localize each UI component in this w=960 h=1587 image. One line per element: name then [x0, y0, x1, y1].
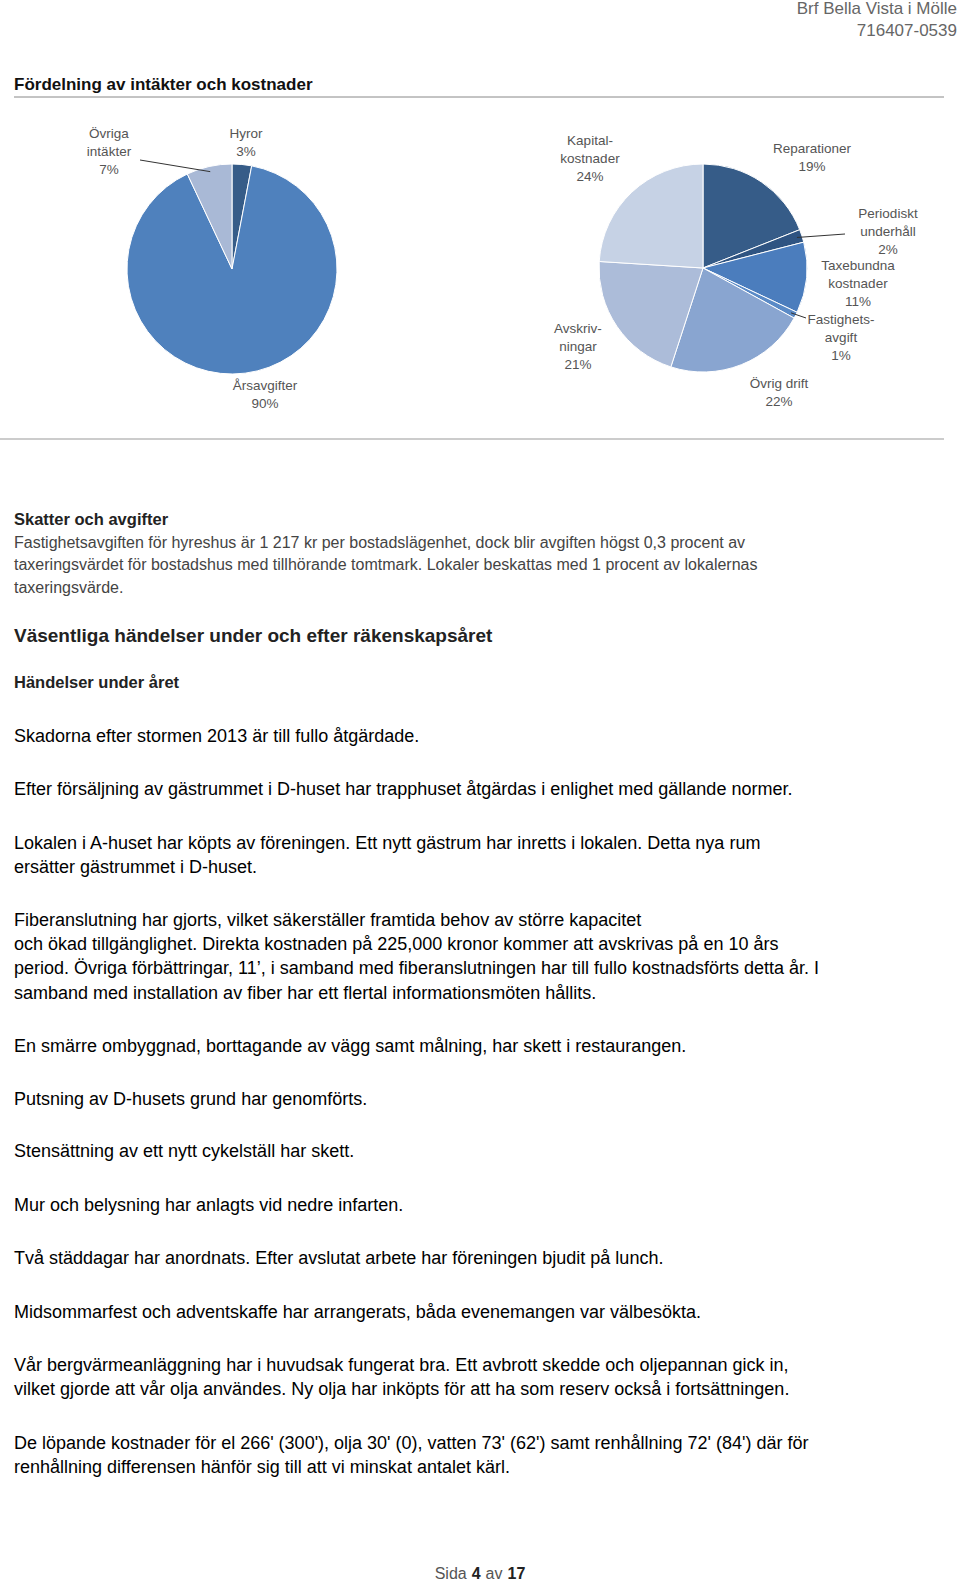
pie-value-label: 1% — [831, 348, 851, 363]
pie-label: Reparationer 19% — [773, 141, 852, 174]
pie-slice — [599, 164, 703, 268]
rule — [14, 97, 944, 98]
paragraph-line: och ökad tillgänglighet. Direkta kostnad… — [14, 934, 778, 954]
pie-label-text: Reparationer — [773, 141, 852, 156]
pie-label-text: Fastighets- — [808, 312, 875, 327]
pie-label-text: Kapital- — [567, 133, 613, 148]
pie-label: Övrig drift 22% — [750, 376, 809, 409]
pie-label: Övriga intäkter 7% — [87, 126, 132, 177]
leader-line — [791, 313, 806, 318]
paragraph-line: Två städdagar har anordnats. Efter avslu… — [14, 1248, 663, 1268]
pie-label-text: kostnader — [828, 276, 888, 291]
heading: Väsentliga händelser under och efter räk… — [14, 625, 493, 646]
footer-text: Sida — [435, 1565, 467, 1582]
footer-text: av — [486, 1565, 503, 1582]
pie-value-label: 90% — [251, 396, 278, 411]
pie-label-text: Övriga — [89, 126, 129, 141]
pie-value-label: 3% — [236, 144, 256, 159]
pie-label-text: kostnader — [560, 151, 620, 166]
paragraph-line: Fiberanslutning har gjorts, vilket säker… — [14, 910, 641, 930]
paragraph-line: Vår bergvärmeanläggning har i huvudsak f… — [14, 1355, 788, 1375]
paragraph-line: Mur och belysning har anlagts vid nedre … — [14, 1195, 403, 1215]
pie-label: Årsavgifter 90% — [233, 378, 298, 411]
paragraph-line: ersätter gästrummet i D-huset. — [14, 857, 257, 877]
pie-label-text: underhåll — [860, 224, 916, 239]
section-title: Fördelning av intäkter och kostnader — [14, 75, 313, 94]
pie-slice — [187, 164, 232, 269]
header-org-number: 716407-0539 — [857, 21, 957, 40]
paragraph-line: Efter försäljning av gästrummet i D-huse… — [14, 779, 792, 799]
footer-pages: 17 — [508, 1565, 526, 1582]
pie-label: Avskriv-ningar 21% — [554, 321, 602, 372]
heading: Skatter och avgifter — [14, 510, 169, 528]
pie-label-text: Taxebundna — [821, 258, 895, 273]
pie-value-label: 19% — [798, 159, 825, 174]
background — [0, 0, 960, 1587]
pie-label: Fastighets-avgift 1% — [808, 312, 875, 363]
paragraph-line: Lokalen i A-huset har köpts av föreninge… — [14, 833, 760, 853]
paragraph-line: period. Övriga förbättringar, 11’, i sam… — [14, 958, 819, 978]
pie-label: Kapital-kostnader 24% — [560, 133, 620, 184]
paragraph-line: samband med installation av fiber har et… — [14, 983, 596, 1003]
pie-label: Hyror 3% — [230, 126, 264, 159]
footer-page: 4 — [472, 1565, 481, 1582]
pie-value-label: 21% — [564, 357, 591, 372]
pie-value-label: 22% — [765, 394, 792, 409]
paragraph-line: taxeringsvärdet för bostadshus med tillh… — [14, 556, 758, 573]
pie-label-text: Hyror — [230, 126, 264, 141]
footer: Sida 4 av 17 — [435, 1565, 526, 1582]
paragraph-line: Midsommarfest och adventskaffe har arran… — [14, 1302, 701, 1322]
pie-value-label: 2% — [878, 242, 898, 257]
paragraph-line: vilket gjorde att vår olja användes. Ny … — [14, 1379, 789, 1399]
header-name: Brf Bella Vista i Mölle — [797, 0, 957, 18]
subheading: Händelser under året — [14, 673, 180, 691]
pie-value-label: 7% — [99, 162, 119, 177]
pie-chart — [599, 164, 807, 372]
paragraph-line: De löpande kostnader för el 266' (300'),… — [14, 1433, 809, 1453]
leader-line — [140, 160, 210, 172]
pie-label: Taxebundna kostnader 11% — [821, 258, 895, 309]
pie-value-label: 11% — [845, 294, 871, 309]
pie-label-text: ningar — [559, 339, 597, 354]
pie-label-text: avgift — [825, 330, 858, 345]
pie-slice — [599, 261, 703, 366]
pie-label: Periodiskt underhåll 2% — [858, 206, 918, 257]
paragraph-line: renhållning differensen hänför sig till … — [14, 1457, 510, 1477]
pie-chart — [127, 164, 337, 374]
pie-label-text: intäkter — [87, 144, 132, 159]
paragraph-line: taxeringsvärde. — [14, 579, 123, 596]
pie-label-text: Årsavgifter — [233, 378, 298, 393]
paragraph-line: Skadorna efter stormen 2013 är till full… — [14, 726, 419, 746]
page: Brf Bella Vista i Mölle 716407-0539 Fördel… — [0, 0, 960, 1587]
paragraph-line: Stensättning av ett nytt cykelställ har … — [14, 1141, 354, 1161]
leader-line — [797, 234, 845, 237]
pie-value-label: 24% — [576, 169, 603, 184]
pie-label-text: Avskriv- — [554, 321, 602, 336]
rule — [0, 439, 944, 440]
paragraph-line: Fastighetsavgiften för hyreshus är 1 217… — [14, 534, 745, 551]
paragraph-line: Putsning av D-husets grund har genomfört… — [14, 1089, 367, 1109]
paragraph-line: En smärre ombyggnad, borttagande av vägg… — [14, 1036, 686, 1056]
pie-label-text: Övrig drift — [750, 376, 809, 391]
pie-label-text: Periodiskt — [858, 206, 918, 221]
